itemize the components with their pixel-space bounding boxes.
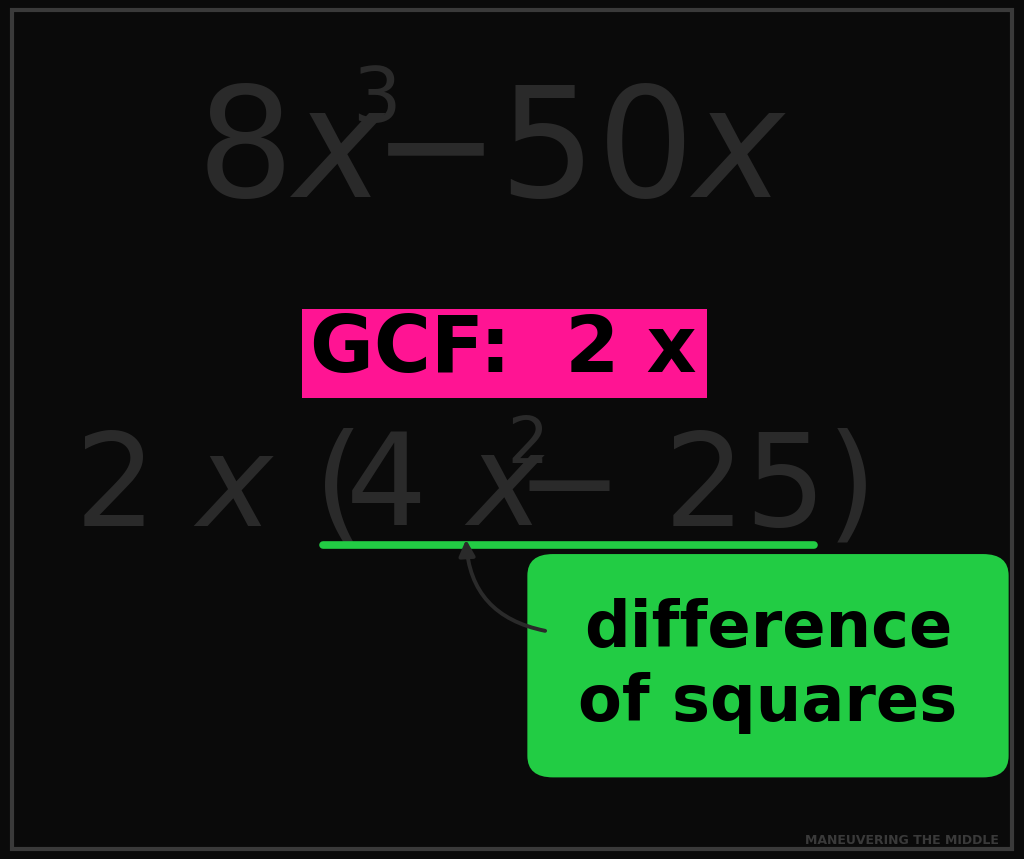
Text: $3$: $3$ — [351, 64, 396, 138]
Text: $2$: $2$ — [507, 414, 544, 476]
FancyBboxPatch shape — [302, 309, 707, 398]
FancyBboxPatch shape — [527, 554, 1009, 777]
Text: difference
of squares: difference of squares — [579, 598, 957, 734]
Text: GCF:  2 x: GCF: 2 x — [310, 312, 697, 387]
Text: MANEUVERING THE MIDDLE: MANEUVERING THE MIDDLE — [805, 833, 998, 847]
Text: $2\ x\ ($: $2\ x\ ($ — [75, 427, 355, 552]
Text: $- 50x$: $- 50x$ — [371, 80, 786, 229]
Text: $-\ 25)$: $-\ 25)$ — [515, 427, 867, 552]
Text: $8x$: $8x$ — [197, 80, 387, 229]
Text: $4\ x$: $4\ x$ — [345, 427, 546, 552]
